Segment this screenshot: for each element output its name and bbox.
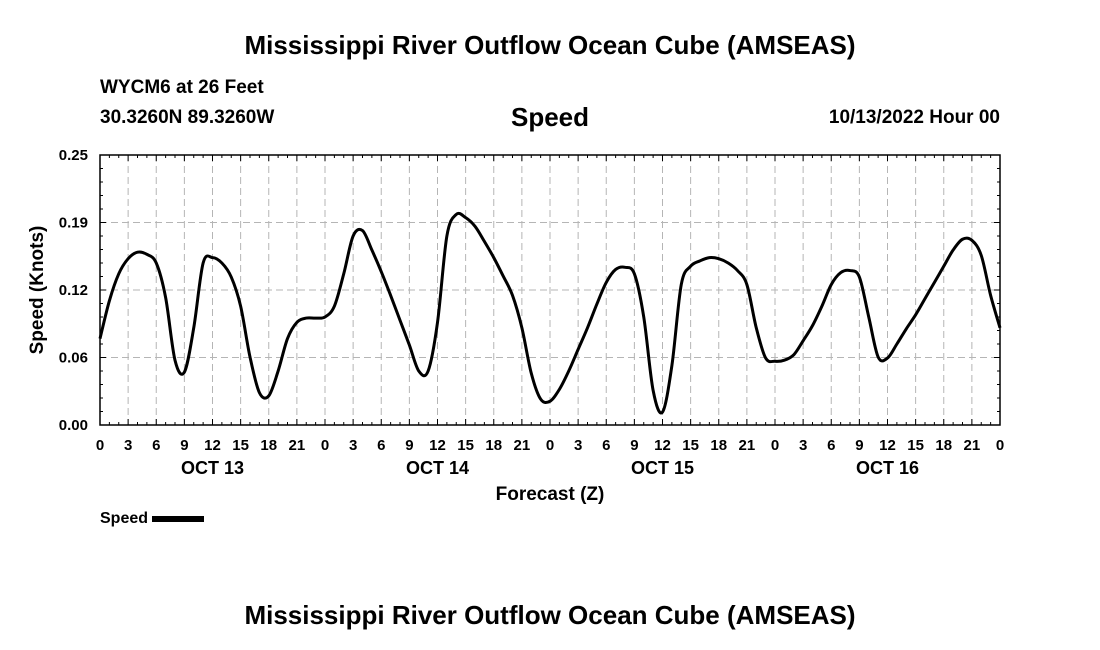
x-tick-label: 18 xyxy=(485,437,502,454)
x-tick-label: 12 xyxy=(429,437,446,454)
x-tick-label: 18 xyxy=(710,437,727,454)
x-tick-label: 21 xyxy=(289,437,306,454)
y-tick-label: 0.19 xyxy=(59,215,88,232)
x-tick-label: 9 xyxy=(180,437,188,454)
x-tick-label: 12 xyxy=(654,437,671,454)
legend-label: Speed xyxy=(100,510,149,527)
forecast-datetime: 10/13/2022 Hour 00 xyxy=(828,107,1000,128)
chart-title: Mississippi River Outflow Ocean Cube (AM… xyxy=(244,30,856,60)
legend: Speed xyxy=(100,510,205,528)
legend-swatch xyxy=(152,515,205,522)
x-tick-label: 3 xyxy=(799,437,807,454)
coordinates-label: 30.3260N 89.3260W xyxy=(100,107,275,128)
x-tick-label: 15 xyxy=(232,437,249,454)
y-tick-label: 0.25 xyxy=(59,147,88,164)
x-tick-label: 6 xyxy=(827,437,835,454)
day-label: OCT 14 xyxy=(406,458,469,478)
plot-title: Speed xyxy=(510,102,590,132)
day-label: OCT 16 xyxy=(856,458,919,478)
day-label: OCT 15 xyxy=(631,458,694,478)
x-tick-label: 9 xyxy=(630,437,638,454)
series-line-speed xyxy=(98,211,1002,415)
x-tick-label: 6 xyxy=(152,437,160,454)
x-tick-label: 3 xyxy=(349,437,357,454)
y-tick-label: 0.06 xyxy=(59,350,88,367)
day-label: OCT 13 xyxy=(181,458,244,478)
x-tick-label: 9 xyxy=(855,437,863,454)
x-tick-label: 3 xyxy=(574,437,582,454)
station-label: WYCM6 at 26 Feet xyxy=(100,77,264,98)
x-tick-label: 18 xyxy=(260,437,277,454)
x-tick-label: 12 xyxy=(879,437,896,454)
x-tick-label: 21 xyxy=(964,437,981,454)
footer-title: Mississippi River Outflow Ocean Cube (AM… xyxy=(244,600,856,630)
y-axis-label: Speed (Knots) xyxy=(27,226,48,355)
x-tick-label: 21 xyxy=(514,437,531,454)
x-tick-label: 18 xyxy=(935,437,952,454)
y-tick-label: 0.00 xyxy=(59,417,88,434)
y-tick-label: 0.12 xyxy=(59,282,88,299)
x-tick-label: 15 xyxy=(682,437,699,454)
x-tick-label: 0 xyxy=(771,437,779,454)
x-tick-label: 6 xyxy=(377,437,385,454)
x-tick-label: 0 xyxy=(321,437,329,454)
x-tick-label: 9 xyxy=(405,437,413,454)
x-tick-label: 15 xyxy=(457,437,474,454)
x-tick-label: 21 xyxy=(739,437,756,454)
x-tick-label: 0 xyxy=(546,437,554,454)
x-tick-label: 12 xyxy=(204,437,221,454)
x-tick-label: 0 xyxy=(996,437,1004,454)
x-axis-label: Forecast (Z) xyxy=(496,484,605,505)
x-tick-label: 0 xyxy=(96,437,104,454)
x-tick-label: 15 xyxy=(907,437,924,454)
x-tick-label: 3 xyxy=(124,437,132,454)
x-tick-label: 6 xyxy=(602,437,610,454)
